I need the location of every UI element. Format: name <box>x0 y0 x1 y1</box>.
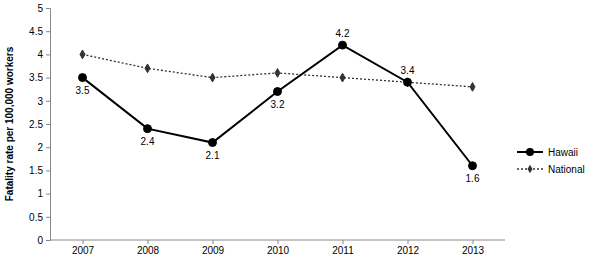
series-marker <box>80 50 85 59</box>
data-label: 4.2 <box>336 28 350 39</box>
series-marker <box>340 73 345 82</box>
y-tick-label: 3.5 <box>29 72 43 83</box>
legend: Hawaii National <box>517 147 585 175</box>
x-tick: 2009 <box>202 240 225 256</box>
series-line <box>83 45 473 166</box>
x-tick-label: 2010 <box>267 245 290 256</box>
y-tick-mark <box>46 147 50 148</box>
series-marker <box>404 78 412 86</box>
y-tick: 1.5 <box>29 165 50 176</box>
x-tick: 2010 <box>267 240 290 256</box>
series-marker <box>210 73 215 82</box>
series-marker <box>469 162 477 170</box>
y-tick: 4.5 <box>29 26 50 37</box>
x-tick-label: 2013 <box>462 245 485 256</box>
data-label: 1.6 <box>466 173 480 184</box>
x-tick: 2007 <box>72 240 95 256</box>
y-axis-title: Fatality rate per 100,000 workers <box>4 46 15 201</box>
y-tick-label: 3 <box>37 96 43 107</box>
data-label: 2.1 <box>206 150 220 161</box>
x-tick-mark <box>408 240 409 244</box>
legend-label: Hawaii <box>548 147 578 158</box>
y-tick: 3.5 <box>29 72 50 83</box>
y-tick-mark <box>46 194 50 195</box>
series-marker <box>339 41 347 49</box>
legend-label: National <box>548 164 585 175</box>
y-tick: 3 <box>37 96 50 107</box>
series-line <box>83 54 473 86</box>
y-tick-label: 0 <box>37 235 43 246</box>
x-tick-label: 2009 <box>202 245 225 256</box>
data-labels: 3.5 2.4 2.1 3.2 4.2 3.4 1.6 <box>76 28 480 184</box>
y-tick-label: 1.5 <box>29 165 43 176</box>
x-tick-mark <box>213 240 214 244</box>
y-tick: 0.5 <box>29 212 50 223</box>
x-tick-label: 2007 <box>72 245 95 256</box>
y-tick: 2.5 <box>29 119 50 130</box>
y-tick-mark <box>46 240 50 241</box>
data-label: 3.4 <box>401 65 415 76</box>
y-tick-label: 2 <box>37 142 43 153</box>
series-marker <box>470 83 475 92</box>
y-tick: 0 <box>37 235 50 246</box>
legend-item: National <box>517 164 585 175</box>
y-tick-label: 4.5 <box>29 26 43 37</box>
y-tick-label: 2.5 <box>29 119 43 130</box>
y-tick: 4 <box>37 49 50 60</box>
chart: 0 0.5 1 1.5 2 2.5 3 3.5 4 4.5 5 2007 2008 2009 2010 201… <box>0 0 600 265</box>
plot-area <box>79 41 477 170</box>
x-tick-label: 2011 <box>332 245 354 256</box>
data-label: 3.5 <box>76 85 90 96</box>
y-tick-label: 4 <box>37 49 43 60</box>
legend-marker <box>526 148 534 156</box>
y-tick-mark <box>46 78 50 79</box>
y-tick-mark <box>46 217 50 218</box>
x-tick-label: 2012 <box>397 245 420 256</box>
y-tick-mark <box>46 31 50 32</box>
data-label: 3.2 <box>271 99 285 110</box>
data-label: 2.4 <box>141 136 155 147</box>
y-tick-mark <box>46 124 50 125</box>
x-tick-label: 2008 <box>137 245 160 256</box>
x-tick-mark <box>473 240 474 244</box>
x-tick-mark <box>83 240 84 244</box>
series-marker <box>79 74 87 82</box>
y-tick-mark <box>46 170 50 171</box>
x-tick-mark <box>278 240 279 244</box>
series-marker <box>144 125 152 133</box>
y-axis: 0 0.5 1 1.5 2 2.5 3 3.5 4 4.5 5 <box>29 3 50 246</box>
x-tick: 2008 <box>137 240 160 256</box>
y-tick-mark <box>46 101 50 102</box>
y-axis-line <box>46 9 51 241</box>
legend-item: Hawaii <box>517 147 578 158</box>
y-tick-label: 0.5 <box>29 212 43 223</box>
series-marker <box>209 139 217 147</box>
x-tick-mark <box>148 240 149 244</box>
y-tick-mark <box>46 8 50 9</box>
y-tick-label: 1 <box>37 188 43 199</box>
series-marker <box>145 64 150 73</box>
x-tick: 2011 <box>332 240 354 256</box>
y-tick-label: 5 <box>37 3 43 14</box>
x-tick-mark <box>343 240 344 244</box>
legend-marker <box>527 165 532 174</box>
series-marker <box>275 69 280 78</box>
y-tick: 1 <box>37 188 50 199</box>
y-tick-mark <box>46 54 50 55</box>
y-tick: 2 <box>37 142 50 153</box>
x-axis: 2007 2008 2009 2010 2011 2012 2013 <box>50 240 505 256</box>
x-tick: 2012 <box>397 240 420 256</box>
x-tick: 2013 <box>462 240 485 256</box>
series-marker <box>274 88 282 96</box>
y-tick: 5 <box>37 3 50 14</box>
